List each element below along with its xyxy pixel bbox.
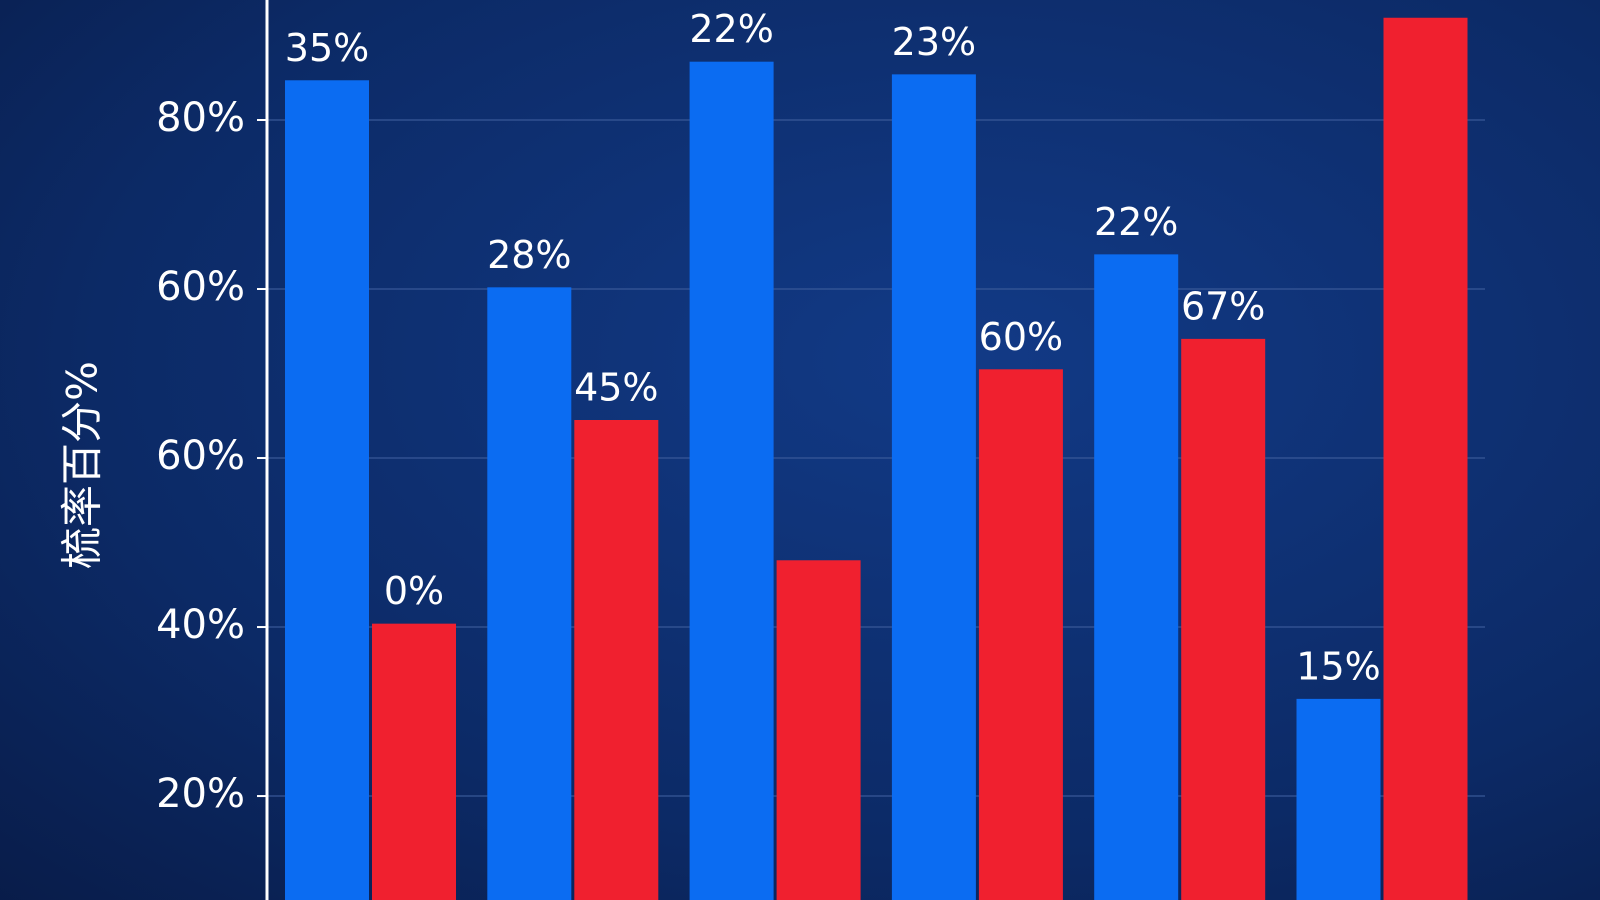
y-tick-label: 40%: [156, 602, 245, 648]
bar: [1383, 17, 1468, 900]
bar-label: 45%: [574, 366, 658, 410]
bar-label: 23%: [892, 20, 976, 64]
bar: [689, 61, 774, 900]
bar: [285, 80, 369, 900]
bar: [978, 369, 1063, 900]
bar: [1181, 338, 1266, 900]
bar-label: 100%: [1371, 0, 1480, 7]
bar: [1094, 254, 1179, 900]
bar: [776, 560, 861, 900]
bar-label: 0%: [384, 569, 444, 613]
grid: 20% 40% 60% 60% 80%: [156, 95, 1485, 817]
y-tick-label: 20%: [156, 771, 245, 817]
bar-label: 28%: [487, 233, 571, 277]
bar: [487, 287, 572, 900]
y-tick-label: 60%: [156, 264, 245, 310]
bar-label: 22%: [689, 7, 773, 51]
bar: [1296, 698, 1381, 900]
y-axis-label: 梳率百分%: [58, 361, 107, 569]
bar: [372, 623, 456, 900]
bar-label: 15%: [1296, 644, 1380, 688]
bar-label: 67%: [1181, 284, 1265, 328]
bar-label: 22%: [1094, 200, 1178, 244]
bar-label: 35%: [285, 26, 369, 70]
y-tick-label: 60%: [156, 433, 245, 479]
bar: [891, 74, 976, 900]
bars: 35%0%28%45%22%23%60%22%67%15%100%: [285, 0, 1480, 900]
bar: [574, 420, 659, 900]
bar-label: 60%: [979, 315, 1063, 359]
y-tick-label: 80%: [156, 95, 245, 141]
